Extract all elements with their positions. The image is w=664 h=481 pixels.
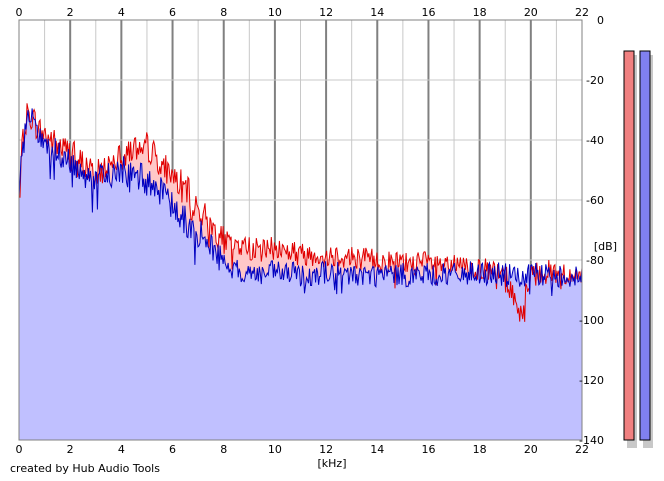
level-meters (623, 50, 653, 448)
right-channel-line (18, 108, 583, 297)
x-axis-label: [kHz] (318, 457, 347, 470)
x-tick-label-top: 2 (67, 6, 74, 19)
x-tick-label-bottom: 8 (220, 443, 227, 456)
x-tick-label-bottom: 20 (524, 443, 538, 456)
y-tick-label: -120 (579, 374, 604, 387)
right-level-meter (639, 50, 651, 441)
x-tick-label-bottom: 4 (118, 443, 125, 456)
x-tick-label-top: 8 (220, 6, 227, 19)
x-tick-label-top: 4 (118, 6, 125, 19)
x-tick-label-top: 0 (16, 6, 23, 19)
y-axis-label: [dB] (594, 240, 617, 253)
x-tick-label-bottom: 0 (16, 443, 23, 456)
x-tick-label-bottom: 18 (473, 443, 487, 456)
x-tick-label-bottom: 6 (169, 443, 176, 456)
y-tick-label: -40 (586, 134, 604, 147)
right-channel-area (19, 108, 582, 441)
x-tick-label-top: 18 (473, 6, 487, 19)
x-tick-label-bottom: 22 (575, 443, 589, 456)
credit-text: created by Hub Audio Tools (10, 462, 160, 475)
y-tick-label: -80 (586, 254, 604, 267)
x-tick-label-top: 22 (575, 6, 589, 19)
x-tick-label-top: 12 (319, 6, 333, 19)
left-level-meter (623, 50, 635, 441)
x-tick-labels-top: 0 2 4 6 8 10 12 14 16 18 20 22 (16, 6, 590, 19)
y-tick-label: -100 (579, 314, 604, 327)
plot-frame (18, 19, 583, 441)
x-tick-label-bottom: 16 (421, 443, 435, 456)
x-tick-label-bottom: 2 (67, 443, 74, 456)
y-tick-label: -60 (586, 194, 604, 207)
y-tick-labels: 0 -20 -40 -60 -80 -100 -120 -140 (579, 14, 604, 447)
x-tick-label-bottom: 14 (370, 443, 384, 456)
x-tick-label-top: 20 (524, 6, 538, 19)
x-tick-label-bottom: 12 (319, 443, 333, 456)
x-tick-labels-bottom: 0 2 4 6 8 10 12 14 16 18 20 22 (16, 443, 590, 456)
x-tick-label-top: 6 (169, 6, 176, 19)
y-tick-label: -20 (586, 74, 604, 87)
x-tick-label-top: 10 (268, 6, 282, 19)
spectrum-areas (19, 103, 582, 441)
x-tick-label-top: 14 (370, 6, 384, 19)
x-tick-label-top: 16 (421, 6, 435, 19)
x-tick-label-bottom: 10 (268, 443, 282, 456)
y-tick-label: -140 (579, 434, 604, 447)
y-tick-label: 0 (597, 14, 604, 27)
spectrum-lines (18, 103, 583, 322)
